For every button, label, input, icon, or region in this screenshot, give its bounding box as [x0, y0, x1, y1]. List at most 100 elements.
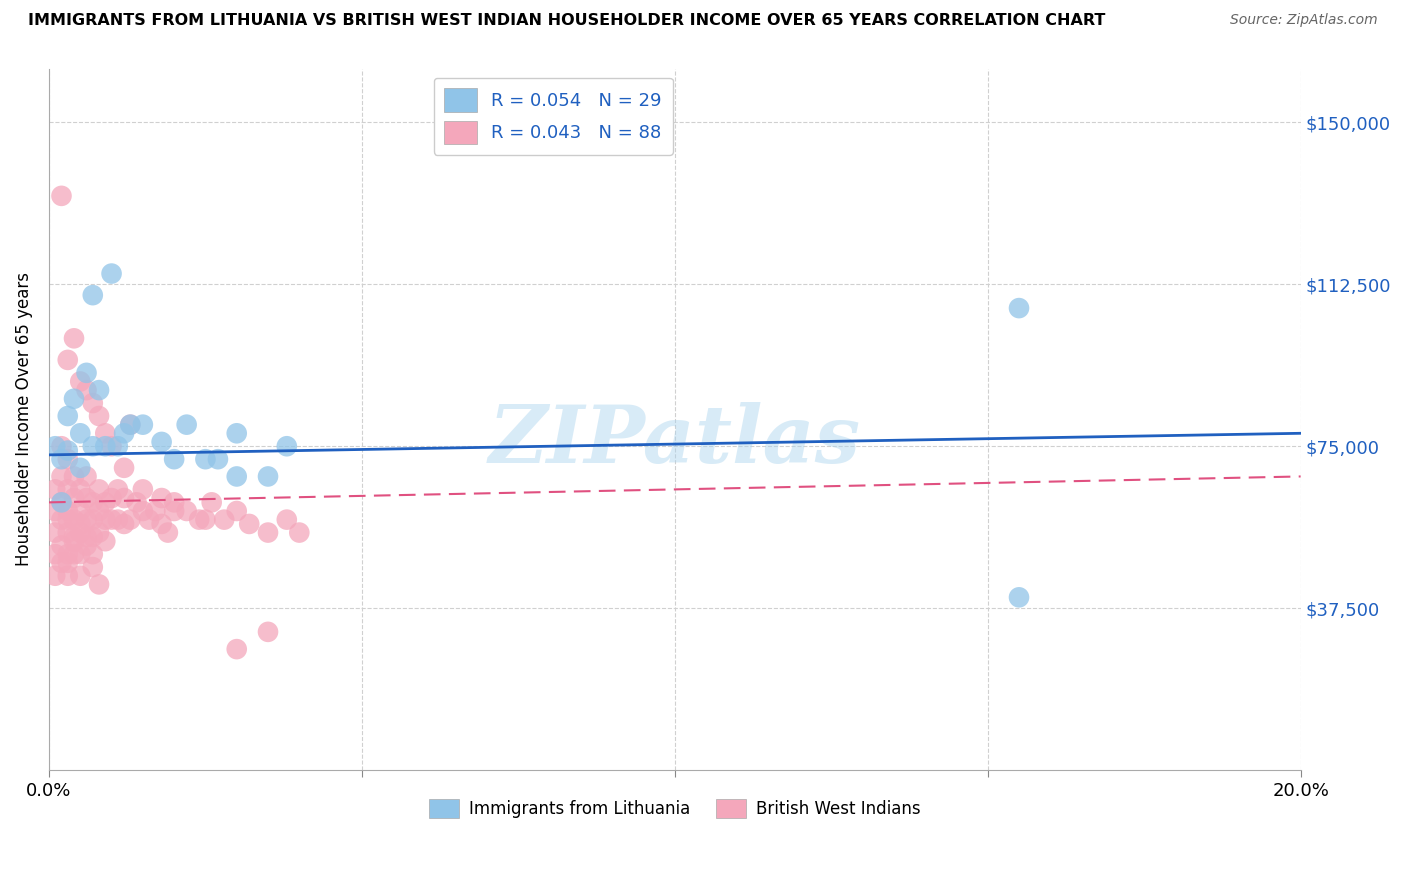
Point — [94, 426, 117, 441]
Point — [63, 513, 86, 527]
Point — [87, 483, 110, 497]
Text: Source: ZipAtlas.com: Source: ZipAtlas.com — [1230, 13, 1378, 28]
Point — [238, 516, 260, 531]
Point — [44, 525, 66, 540]
Legend: Immigrants from Lithuania, British West Indians: Immigrants from Lithuania, British West … — [423, 792, 927, 825]
Point — [120, 417, 142, 432]
Point — [82, 530, 104, 544]
Text: ZIPatlas: ZIPatlas — [489, 401, 860, 479]
Point — [56, 568, 79, 582]
Point — [56, 409, 79, 423]
Point — [212, 513, 235, 527]
Point — [82, 396, 104, 410]
Point — [76, 513, 98, 527]
Point — [125, 495, 148, 509]
Point — [63, 491, 86, 505]
Point — [82, 288, 104, 302]
Point — [82, 560, 104, 574]
Point — [1008, 591, 1031, 605]
Point — [257, 624, 280, 639]
Point — [44, 439, 66, 453]
Point — [76, 530, 98, 544]
Point — [94, 495, 117, 509]
Point — [69, 504, 91, 518]
Point — [94, 513, 117, 527]
Point — [56, 452, 79, 467]
Point — [56, 513, 79, 527]
Point — [150, 491, 173, 505]
Point — [51, 539, 73, 553]
Point — [51, 452, 73, 467]
Point — [56, 443, 79, 458]
Point — [276, 439, 298, 453]
Point — [82, 439, 104, 453]
Point — [69, 525, 91, 540]
Point — [100, 513, 122, 527]
Point — [63, 331, 86, 345]
Point — [69, 460, 91, 475]
Point — [94, 439, 117, 453]
Point — [150, 516, 173, 531]
Point — [51, 556, 73, 570]
Point — [145, 504, 167, 518]
Point — [112, 491, 135, 505]
Point — [76, 539, 98, 553]
Point — [56, 504, 79, 518]
Point — [100, 439, 122, 453]
Point — [51, 469, 73, 483]
Point — [56, 352, 79, 367]
Point — [82, 547, 104, 561]
Point — [76, 366, 98, 380]
Point — [69, 516, 91, 531]
Point — [87, 383, 110, 397]
Point — [44, 483, 66, 497]
Point — [225, 504, 247, 518]
Point — [132, 417, 155, 432]
Point — [176, 504, 198, 518]
Point — [138, 513, 160, 527]
Point — [163, 504, 186, 518]
Point — [56, 483, 79, 497]
Point — [63, 547, 86, 561]
Point — [156, 525, 179, 540]
Point — [87, 504, 110, 518]
Point — [51, 495, 73, 509]
Point — [63, 392, 86, 406]
Point — [56, 525, 79, 540]
Point — [63, 469, 86, 483]
Point — [100, 491, 122, 505]
Point — [1008, 301, 1031, 315]
Point — [44, 504, 66, 518]
Point — [207, 452, 229, 467]
Point — [112, 460, 135, 475]
Point — [201, 495, 224, 509]
Point — [56, 556, 79, 570]
Point — [225, 426, 247, 441]
Point — [76, 469, 98, 483]
Point — [87, 577, 110, 591]
Point — [257, 525, 280, 540]
Point — [87, 525, 110, 540]
Point — [276, 513, 298, 527]
Point — [69, 426, 91, 441]
Point — [69, 483, 91, 497]
Point — [150, 434, 173, 449]
Point — [94, 534, 117, 549]
Point — [56, 547, 79, 561]
Point — [44, 547, 66, 561]
Point — [163, 452, 186, 467]
Point — [63, 530, 86, 544]
Point — [51, 495, 73, 509]
Point — [112, 426, 135, 441]
Point — [76, 383, 98, 397]
Point — [176, 417, 198, 432]
Point — [188, 513, 211, 527]
Point — [163, 495, 186, 509]
Point — [107, 513, 129, 527]
Point — [51, 513, 73, 527]
Point — [132, 504, 155, 518]
Point — [120, 513, 142, 527]
Point — [194, 452, 217, 467]
Point — [76, 491, 98, 505]
Point — [82, 513, 104, 527]
